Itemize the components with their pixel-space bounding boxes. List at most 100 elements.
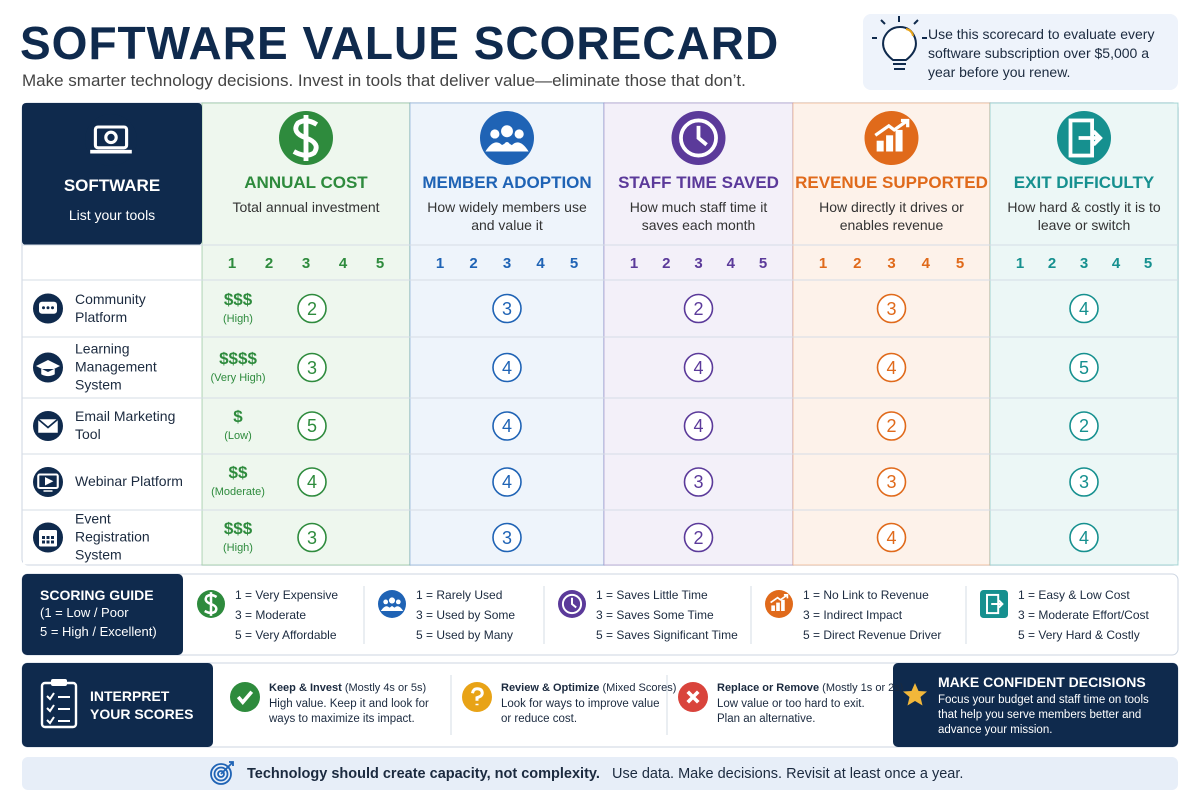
glyph [46, 536, 50, 539]
cost-label: (Low) [224, 430, 252, 442]
cost-label: (High) [223, 312, 253, 325]
score-value: 3 [306, 527, 317, 548]
score-value: 4 [306, 472, 317, 492]
guide-line: 5 = Direct Revenue Driver [803, 628, 942, 642]
column-title: MEMBER ADOPTION [422, 173, 592, 192]
glyph [51, 306, 54, 310]
cost-symbols: $$ [228, 463, 248, 482]
glyph [37, 473, 59, 490]
score-circle [492, 293, 522, 324]
score-value: 3 [501, 527, 512, 548]
scale-number: 4 [338, 255, 348, 272]
software-subtitle: List your tools [68, 207, 156, 223]
score-circle [492, 352, 522, 383]
icon [980, 590, 1008, 618]
software-name: Webinar Platform [75, 472, 183, 489]
column-description: How widely members use and value it [427, 199, 587, 234]
glyph [42, 540, 45, 544]
score-value: 2 [886, 416, 897, 436]
score-circle [876, 352, 907, 383]
icon-glyph [986, 593, 1004, 615]
icon [678, 682, 708, 712]
glyph [37, 418, 59, 429]
guide-line: 1 = No Link to Revenue [803, 588, 929, 602]
clipboard-clip [51, 679, 67, 686]
guide-scale-line: (1 = Low / Poor [40, 605, 129, 620]
scale-number: 5 [1143, 255, 1153, 272]
scale-number: 2 [662, 255, 671, 272]
score-value: 4 [886, 357, 897, 378]
guide-scale-line: 5 = High / Excellent) [40, 624, 157, 639]
scale-number: 1 [435, 255, 445, 272]
scale-number: 3 [301, 255, 311, 272]
score-value: 4 [501, 472, 512, 492]
glyph [771, 605, 775, 611]
score-value: 4 [693, 357, 704, 378]
software-name: Learning Management System [75, 340, 157, 393]
icon [864, 111, 919, 165]
glyph [514, 129, 524, 139]
glyph [1078, 129, 1103, 147]
score-value: 5 [306, 416, 317, 436]
glyph [46, 306, 50, 310]
guide-line: 1 = Saves Little Time [596, 588, 708, 602]
score-circle [297, 522, 327, 553]
icon-bg [378, 590, 406, 618]
score-value: 4 [886, 527, 897, 548]
score-value: 3 [1078, 472, 1089, 492]
column-title: STAFF TIME SAVED [618, 173, 779, 192]
interpret-qualifier: (Mostly 1s or 2s) [822, 682, 904, 694]
star-icon [903, 683, 927, 706]
score-value: 3 [886, 298, 897, 319]
page-title: SOFTWARE VALUE SCORECARD [20, 17, 780, 69]
bulb-icon [882, 25, 917, 61]
glyph [395, 599, 401, 605]
glyph [876, 140, 884, 152]
score-value: 2 [693, 527, 704, 548]
glyph [204, 592, 218, 616]
glyph [770, 594, 789, 604]
icon-glyph [561, 593, 583, 615]
icon-glyph [471, 687, 484, 706]
scale-number: 1 [629, 255, 639, 272]
guide-header [22, 574, 183, 655]
column-description: Total annual investment [232, 199, 380, 215]
score-circle [492, 411, 522, 441]
guide-line: 3 = Indirect Impact [803, 608, 903, 622]
icon-glyph [770, 594, 789, 611]
icon [279, 111, 333, 165]
glyph [490, 129, 500, 139]
interpret-title: INTERPRET YOUR SCORES [90, 688, 194, 722]
confident-text: Focus your budget and staff time on tool… [938, 694, 1149, 736]
glyph [104, 130, 118, 145]
scale-number: 5 [569, 255, 579, 272]
score-value: 3 [501, 298, 512, 319]
scale-number: 3 [694, 255, 703, 272]
score-circle [1069, 522, 1099, 553]
icon-glyph [380, 597, 404, 611]
glyph [471, 687, 484, 706]
glyph [776, 602, 780, 611]
bulb-base [872, 16, 927, 70]
guide-line: 5 = Very Affordable [235, 628, 337, 642]
glyph [895, 129, 903, 152]
scale-number: 1 [818, 255, 828, 272]
icon [33, 467, 63, 497]
score-circle [876, 522, 907, 553]
interpret-qualifier: (Mixed Scores) [602, 682, 677, 694]
icon [480, 111, 534, 165]
glyph [51, 536, 54, 539]
score-value: 2 [693, 298, 704, 319]
score-value: 5 [1078, 357, 1089, 378]
score-value: 4 [1078, 527, 1089, 548]
score-value: 4 [501, 357, 512, 378]
footer-text: Use data. Make decisions. Revisit at lea… [612, 766, 964, 782]
icon-glyph [679, 118, 718, 158]
software-name: Event Registration System [75, 510, 150, 563]
icon-glyph [686, 690, 700, 704]
glyph [51, 540, 54, 544]
column-title: REVENUE SUPPORTED [795, 173, 988, 192]
column-description: How much staff time it saves each month [629, 199, 768, 234]
glyph [571, 597, 577, 609]
